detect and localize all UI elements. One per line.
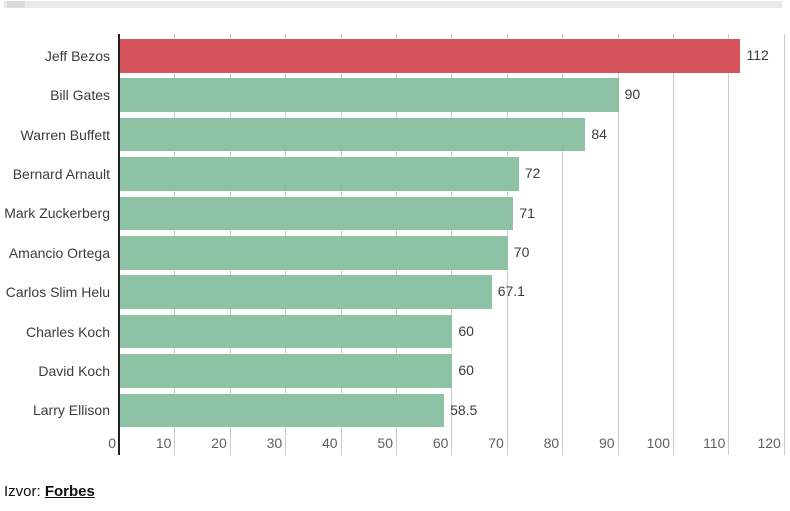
y-axis-line [118, 34, 120, 455]
category-label: David Koch [38, 362, 110, 379]
billionaires-bar-chart: 112 90 84 72 71 70 67.1 60 60 58.5 Jeff Bezos Bill… [4, 34, 785, 455]
bar [120, 157, 519, 191]
bar-value-label: 90 [624, 86, 641, 103]
bar [120, 236, 508, 270]
x-tick-label: 30 [266, 435, 283, 451]
plot-area: 112 90 84 72 71 70 67.1 60 60 58.5 [118, 34, 785, 455]
category-label: Carlos Slim Helu [5, 284, 110, 301]
x-tick-label: 20 [211, 435, 227, 451]
bar-value-label: 112 [746, 47, 769, 63]
bar-value-label: 84 [591, 125, 607, 142]
category-label: Bernard Arnault [12, 165, 110, 182]
top-scrollbar-track[interactable] [4, 1, 782, 8]
bar-value-label: 67.1 [497, 283, 525, 300]
gridline [673, 34, 674, 455]
x-tick-label: 80 [543, 435, 560, 451]
gridline [728, 34, 730, 455]
gridline [783, 34, 785, 455]
x-tick-label: 40 [322, 435, 338, 451]
bar [120, 39, 741, 73]
x-tick-label: 0 [108, 435, 116, 451]
bar [120, 314, 453, 349]
x-tick-label: 10 [155, 435, 172, 451]
category-label: Larry Ellison [32, 402, 110, 419]
bar [120, 354, 453, 388]
bar [120, 117, 586, 152]
category-label: Jeff Bezos [44, 47, 110, 64]
bar-value-label: 60 [458, 322, 474, 339]
x-tick-label: 60 [432, 435, 449, 451]
source-label: Izvor: [4, 483, 41, 500]
bar-value-label: 71 [519, 204, 535, 221]
category-label: Amancio Ortega [8, 244, 110, 261]
x-tick-label: 50 [377, 435, 393, 451]
gridline [562, 34, 564, 455]
bar [120, 275, 492, 309]
category-label: Mark Zuckerberg [4, 205, 110, 222]
scrollbar-thumb[interactable] [7, 1, 25, 8]
bar-value-label: 72 [524, 165, 541, 182]
gridline [617, 34, 619, 455]
x-tick-label: 90 [599, 435, 615, 451]
source-link[interactable]: Forbes [44, 483, 95, 500]
x-tick-label: 100 [646, 435, 670, 451]
x-tick-label: 110 [703, 435, 726, 451]
bar [120, 393, 445, 428]
x-tick-label: 70 [488, 435, 504, 451]
category-label: Bill Gates [50, 87, 110, 104]
category-label: Charles Koch [25, 323, 110, 340]
bar [120, 196, 514, 231]
category-label: Warren Buffett [20, 126, 110, 143]
source-note: Izvor: Forbes [4, 483, 95, 500]
bar-value-label: 60 [458, 362, 474, 379]
bar-value-label: 70 [513, 244, 530, 260]
bar [120, 78, 619, 112]
bar-value-label: 58.5 [450, 401, 478, 418]
x-tick-label: 120 [757, 435, 781, 451]
